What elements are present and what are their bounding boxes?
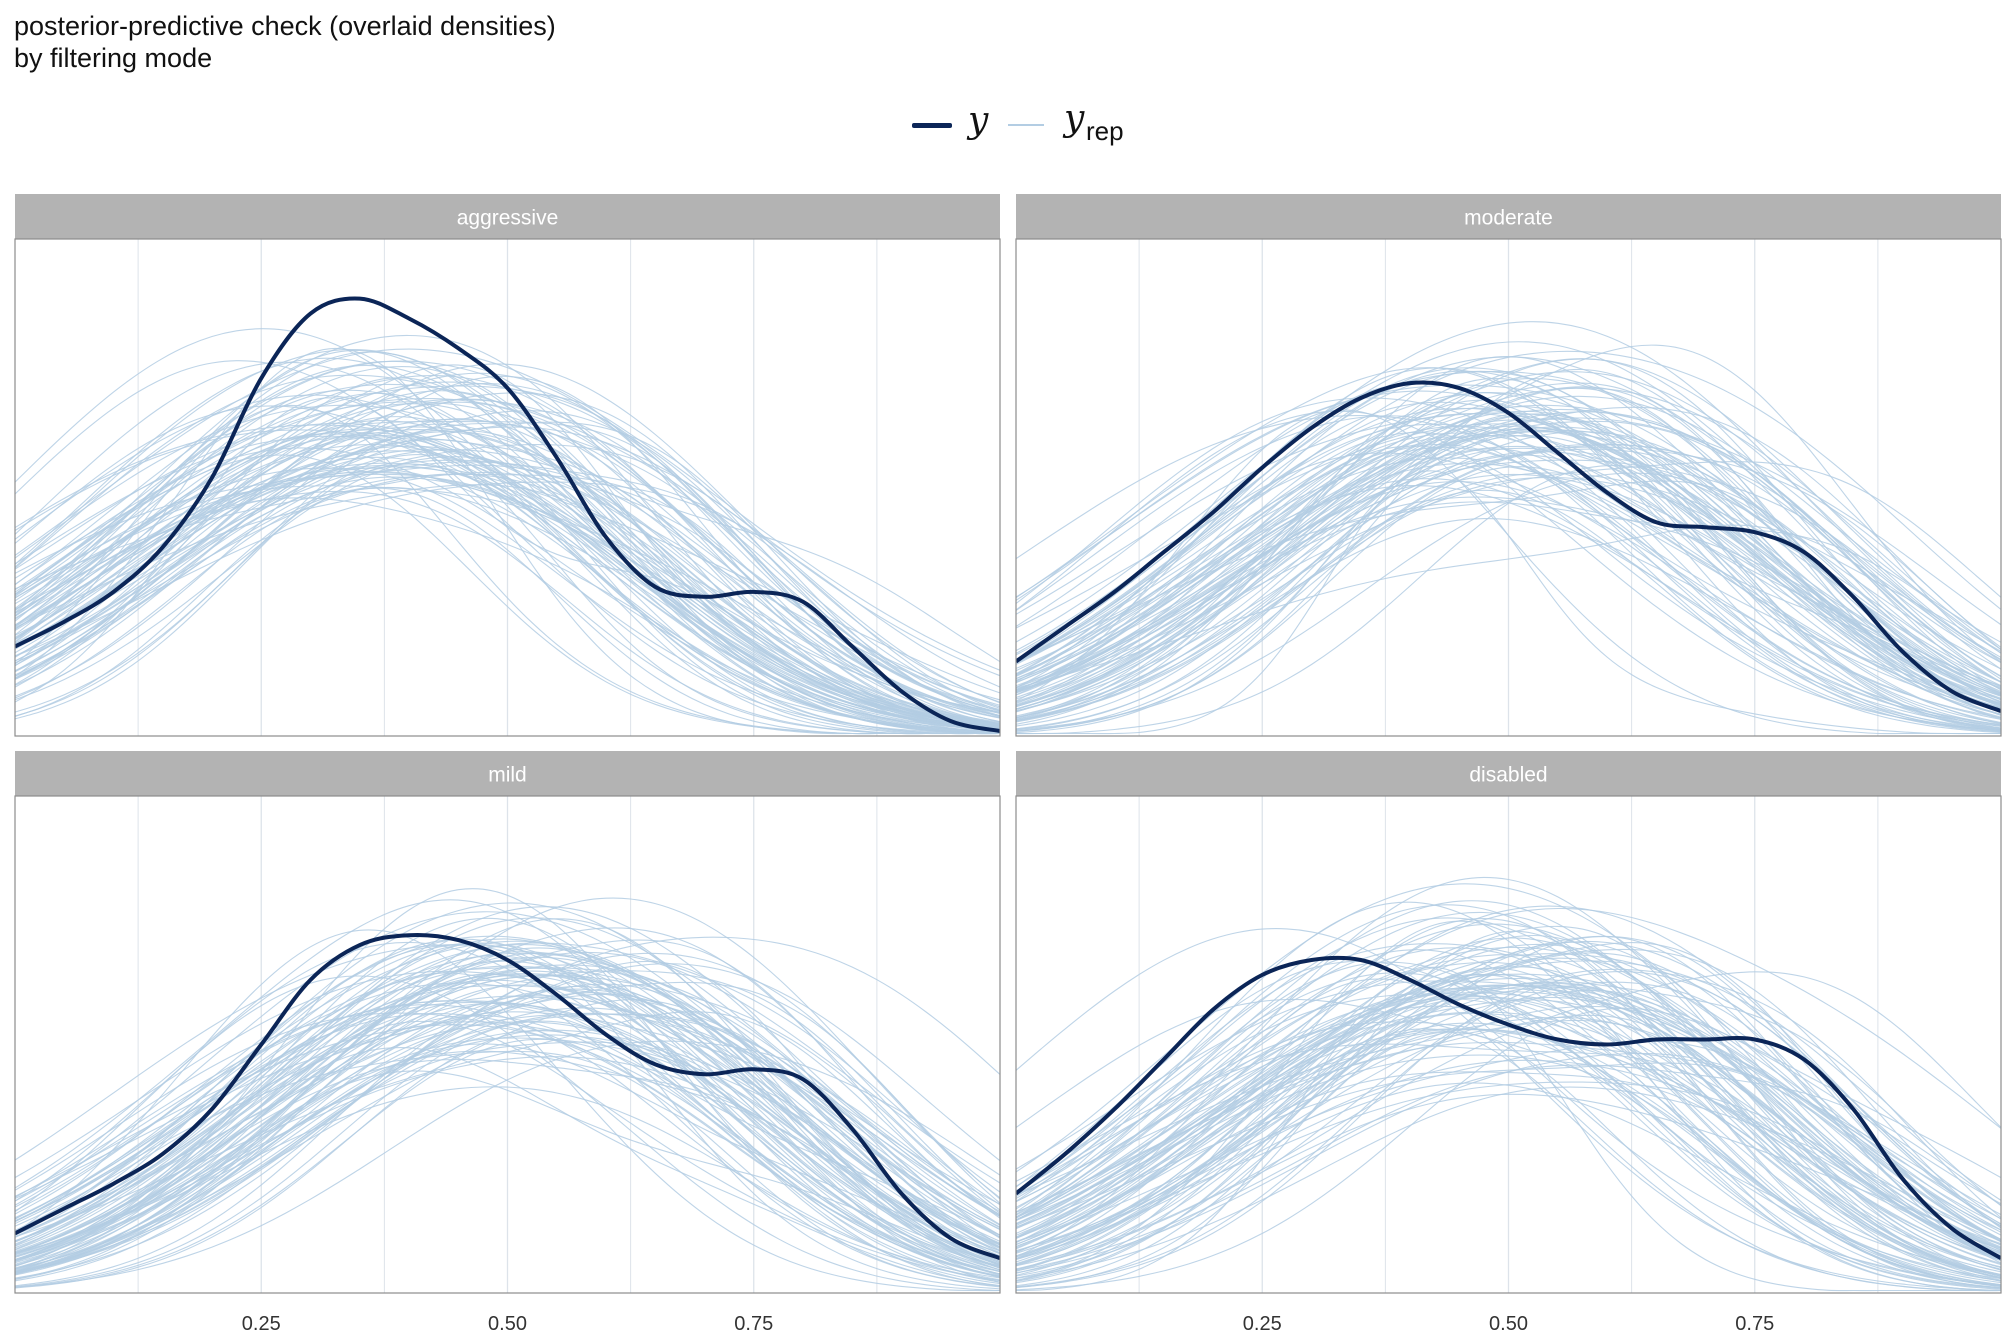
- facet-strip-label: moderate: [1464, 207, 1553, 230]
- facet-strip-label: disabled: [1469, 764, 1547, 787]
- x-tick-label: 0.25: [242, 1313, 281, 1335]
- x-tick-label: 0.75: [1735, 1313, 1774, 1335]
- facet-strip-label: aggressive: [457, 207, 559, 230]
- x-tick-label: 0.25: [1243, 1313, 1282, 1335]
- facet-strip-label: mild: [488, 764, 527, 787]
- x-tick-label: 0.75: [734, 1313, 773, 1335]
- facet-mild: mild 0.25 0.50 0.75: [15, 751, 1000, 1335]
- x-tick-label: 0.50: [488, 1313, 527, 1335]
- x-tick-label: 0.50: [1489, 1313, 1528, 1335]
- facet-moderate: moderate: [1016, 194, 2001, 736]
- facet-disabled: disabled 0.25 0.50 0.75: [1016, 751, 2001, 1335]
- facet-aggressive: aggressive: [15, 194, 1000, 736]
- facet-chart: aggressive moderatemild0.25 0.50 0.75disabl…: [0, 0, 2016, 1344]
